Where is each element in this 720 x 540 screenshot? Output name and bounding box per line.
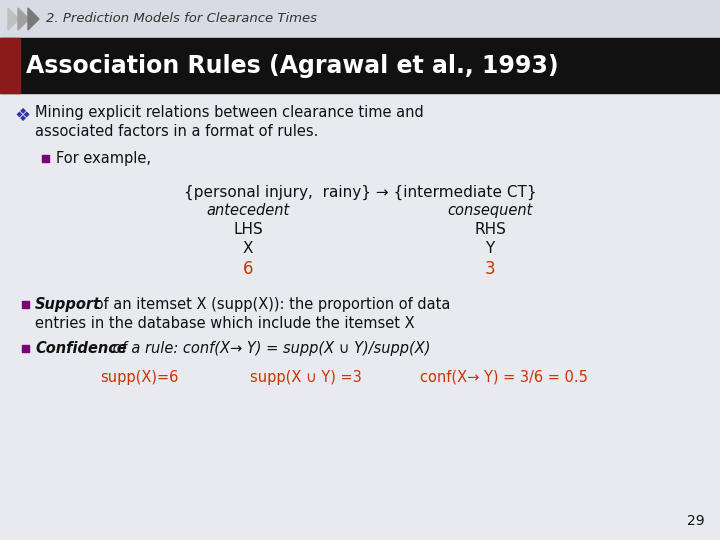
Bar <box>22 301 29 308</box>
Bar <box>0 38 720 93</box>
Text: 6: 6 <box>243 260 253 278</box>
Text: supp(X)=6: supp(X)=6 <box>100 370 179 385</box>
Text: Confidence: Confidence <box>35 341 127 356</box>
Text: entries in the database which include the itemset X: entries in the database which include th… <box>35 316 415 331</box>
Bar <box>0 38 20 93</box>
Bar <box>0 0 720 38</box>
Text: Association Rules (Agrawal et al., 1993): Association Rules (Agrawal et al., 1993) <box>26 53 559 78</box>
Text: LHS: LHS <box>233 222 263 237</box>
Text: Support: Support <box>35 297 101 312</box>
Text: of an itemset X (supp(X)): the proportion of data: of an itemset X (supp(X)): the proportio… <box>90 297 451 312</box>
Text: X: X <box>243 241 253 256</box>
Text: antecedent: antecedent <box>207 203 289 218</box>
Text: For example,: For example, <box>56 151 151 166</box>
Text: 29: 29 <box>688 514 705 528</box>
Text: consequent: consequent <box>447 203 533 218</box>
Text: {personal injury,  rainy} → {intermediate CT}: {personal injury, rainy} → {intermediate… <box>184 185 536 200</box>
Bar <box>42 155 49 162</box>
Text: Y: Y <box>485 241 495 256</box>
Text: supp(X ∪ Y) =3: supp(X ∪ Y) =3 <box>250 370 361 385</box>
Polygon shape <box>28 8 39 30</box>
Text: of a rule: conf(X→ Y) = supp(X ∪ Y)/supp(X): of a rule: conf(X→ Y) = supp(X ∪ Y)/supp… <box>108 341 431 356</box>
Text: associated factors in a format of rules.: associated factors in a format of rules. <box>35 124 318 139</box>
Polygon shape <box>18 8 29 30</box>
Text: 3: 3 <box>485 260 495 278</box>
Text: Mining explicit relations between clearance time and: Mining explicit relations between cleara… <box>35 105 424 120</box>
Text: RHS: RHS <box>474 222 506 237</box>
Bar <box>22 345 29 352</box>
Text: ❖: ❖ <box>14 107 30 125</box>
Text: conf(X→ Y) = 3/6 = 0.5: conf(X→ Y) = 3/6 = 0.5 <box>420 370 588 385</box>
Text: 2. Prediction Models for Clearance Times: 2. Prediction Models for Clearance Times <box>46 12 317 25</box>
Polygon shape <box>8 8 19 30</box>
